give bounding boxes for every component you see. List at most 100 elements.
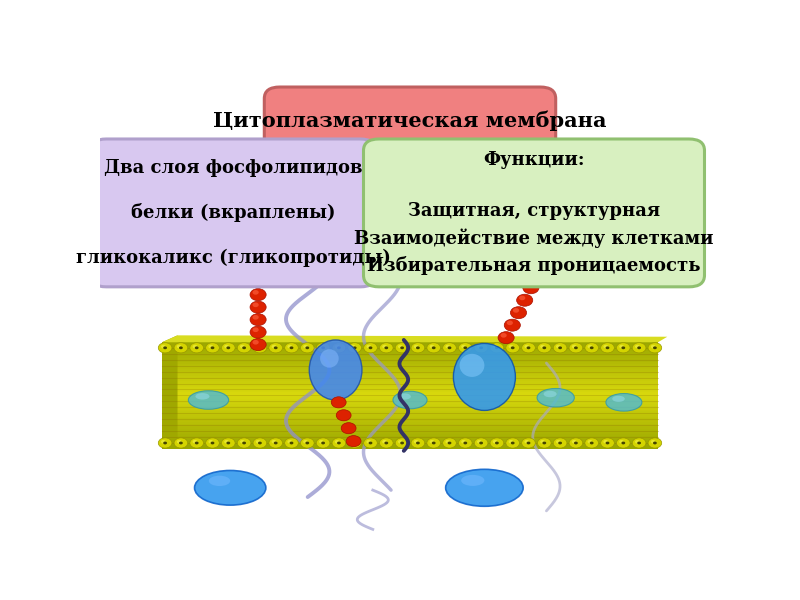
Circle shape xyxy=(495,442,499,445)
Circle shape xyxy=(462,345,466,349)
Circle shape xyxy=(510,307,526,319)
Circle shape xyxy=(554,343,567,353)
Circle shape xyxy=(651,345,655,349)
Circle shape xyxy=(603,440,608,443)
Circle shape xyxy=(348,343,362,353)
Circle shape xyxy=(274,346,278,349)
Circle shape xyxy=(226,346,230,349)
Circle shape xyxy=(253,315,258,320)
Circle shape xyxy=(177,440,182,443)
Circle shape xyxy=(177,345,182,349)
Circle shape xyxy=(222,438,235,448)
Circle shape xyxy=(619,440,624,443)
Circle shape xyxy=(635,345,640,349)
Circle shape xyxy=(253,302,258,307)
Circle shape xyxy=(209,440,213,443)
Circle shape xyxy=(506,438,519,448)
Circle shape xyxy=(398,440,402,443)
Circle shape xyxy=(366,345,371,349)
Circle shape xyxy=(290,442,294,445)
Bar xyxy=(162,355,658,356)
Ellipse shape xyxy=(459,354,485,377)
Bar xyxy=(162,422,658,424)
Circle shape xyxy=(430,345,434,349)
Circle shape xyxy=(398,345,402,349)
Circle shape xyxy=(369,346,373,349)
Circle shape xyxy=(538,438,551,448)
Ellipse shape xyxy=(195,393,210,400)
Circle shape xyxy=(509,345,514,349)
Circle shape xyxy=(622,346,626,349)
Bar xyxy=(162,388,658,390)
Circle shape xyxy=(522,343,535,353)
Circle shape xyxy=(414,440,418,443)
Bar xyxy=(162,410,658,412)
Circle shape xyxy=(253,343,266,353)
Bar xyxy=(162,438,658,440)
Circle shape xyxy=(477,345,482,349)
Circle shape xyxy=(414,345,418,349)
Circle shape xyxy=(269,343,282,353)
Circle shape xyxy=(253,328,258,332)
Circle shape xyxy=(353,346,357,349)
Circle shape xyxy=(335,440,339,443)
Bar xyxy=(162,367,658,369)
Ellipse shape xyxy=(310,340,362,400)
Circle shape xyxy=(572,440,577,443)
Circle shape xyxy=(301,438,314,448)
Bar xyxy=(162,346,658,347)
Ellipse shape xyxy=(612,396,625,402)
Circle shape xyxy=(224,440,229,443)
Circle shape xyxy=(400,442,404,445)
Circle shape xyxy=(495,346,499,349)
Bar xyxy=(162,401,658,403)
Bar xyxy=(162,344,658,346)
Circle shape xyxy=(331,397,346,408)
Circle shape xyxy=(190,438,203,448)
Bar xyxy=(162,447,658,449)
Circle shape xyxy=(250,289,266,301)
Circle shape xyxy=(648,438,662,448)
Circle shape xyxy=(321,442,325,445)
Bar xyxy=(162,406,658,408)
Circle shape xyxy=(411,343,425,353)
Circle shape xyxy=(651,440,655,443)
Bar xyxy=(162,442,658,443)
Circle shape xyxy=(163,346,167,349)
Circle shape xyxy=(240,345,245,349)
Circle shape xyxy=(590,346,594,349)
Ellipse shape xyxy=(399,394,411,400)
Circle shape xyxy=(411,438,425,448)
Circle shape xyxy=(238,343,251,353)
Circle shape xyxy=(632,438,646,448)
Bar xyxy=(162,358,658,360)
Bar xyxy=(162,433,658,434)
Circle shape xyxy=(209,345,213,349)
Bar xyxy=(162,392,658,394)
Bar xyxy=(162,413,658,415)
Bar xyxy=(162,353,658,355)
Circle shape xyxy=(258,346,262,349)
Bar xyxy=(162,374,658,376)
Circle shape xyxy=(179,442,183,445)
Circle shape xyxy=(588,345,592,349)
Circle shape xyxy=(648,343,662,353)
Bar xyxy=(162,360,658,362)
Bar xyxy=(162,412,658,413)
Circle shape xyxy=(542,442,546,445)
Circle shape xyxy=(287,345,292,349)
Bar xyxy=(162,403,658,404)
Circle shape xyxy=(306,346,310,349)
Ellipse shape xyxy=(606,394,642,411)
Circle shape xyxy=(250,276,266,288)
Circle shape xyxy=(384,346,388,349)
Circle shape xyxy=(301,343,314,353)
Circle shape xyxy=(622,442,626,445)
Circle shape xyxy=(274,442,278,445)
Bar xyxy=(162,420,658,422)
Circle shape xyxy=(158,343,172,353)
Circle shape xyxy=(253,438,266,448)
Circle shape xyxy=(242,442,246,445)
Ellipse shape xyxy=(537,388,574,407)
Circle shape xyxy=(303,345,308,349)
